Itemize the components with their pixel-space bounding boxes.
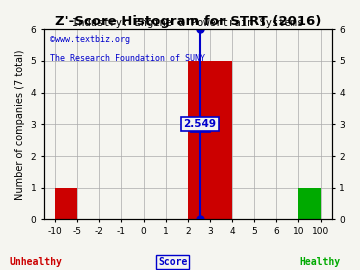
Text: Industry: Engine & Powertrain Systems: Industry: Engine & Powertrain Systems [72, 18, 303, 28]
Text: Unhealthy: Unhealthy [10, 257, 62, 267]
Bar [55, 188, 77, 220]
Text: ©www.textbiz.org: ©www.textbiz.org [50, 35, 130, 44]
Bar [188, 61, 232, 220]
Text: Healthy: Healthy [300, 257, 341, 267]
Title: Z'-Score Histogram for STRT (2016): Z'-Score Histogram for STRT (2016) [55, 15, 321, 28]
Text: The Research Foundation of SUNY: The Research Foundation of SUNY [50, 54, 205, 63]
Text: 2.549: 2.549 [184, 119, 216, 129]
Bar [298, 188, 320, 220]
Text: Score: Score [158, 257, 188, 267]
Y-axis label: Number of companies (7 total): Number of companies (7 total) [15, 49, 25, 200]
